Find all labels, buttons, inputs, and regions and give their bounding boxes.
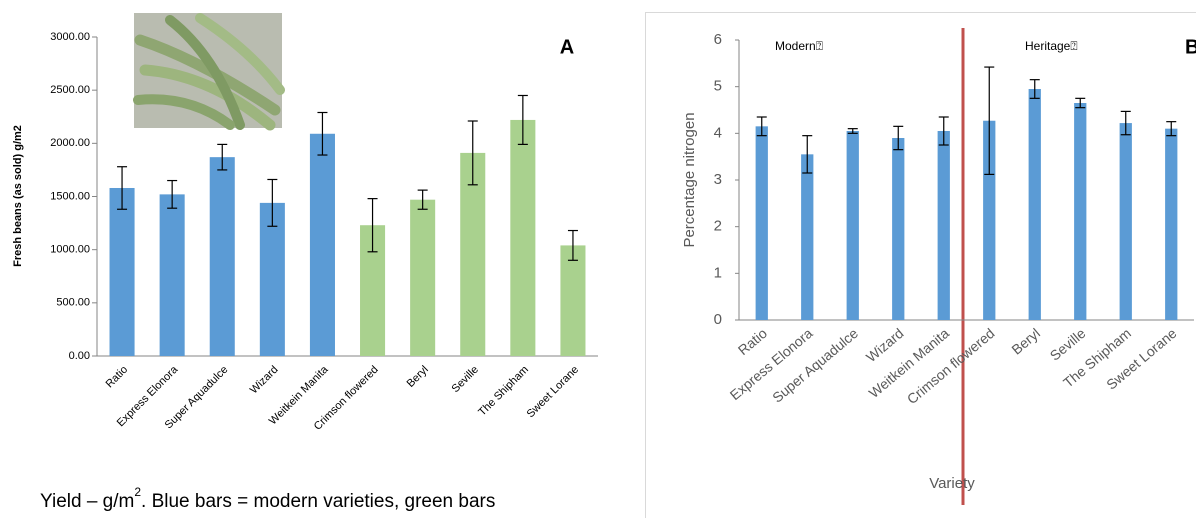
bar [801, 154, 813, 320]
y-tick-label: 0.00 [69, 350, 90, 362]
x-axis-label: Variety [929, 475, 975, 492]
y-tick-label: 500.00 [56, 297, 90, 309]
bar [756, 126, 768, 320]
annotation: Heritage⍰ [1025, 39, 1078, 53]
bar [1165, 129, 1177, 320]
y-tick-label: 2500.00 [50, 84, 90, 96]
panel-label: A [560, 36, 574, 58]
caption-text: Yield – g/m [40, 491, 134, 512]
bar [110, 188, 135, 356]
x-tick-label: Sweet Lorane [525, 364, 581, 420]
y-tick-label: 2000.00 [50, 137, 90, 149]
bar [1074, 103, 1086, 320]
bar [560, 245, 585, 356]
panel-frame [646, 13, 1196, 519]
caption-text: . Blue bars = modern varieties, green ba… [141, 491, 495, 512]
y-tick-label: 5 [714, 78, 722, 95]
bar [510, 120, 535, 356]
bar [1120, 123, 1132, 320]
bar [938, 131, 950, 320]
bar [847, 131, 859, 320]
photo [134, 13, 282, 128]
y-tick-label: 3 [714, 171, 722, 188]
y-tick-label: 1500.00 [50, 190, 90, 202]
y-tick-label: 1000.00 [50, 244, 90, 256]
x-tick-label: Seville [1047, 325, 1089, 364]
y-axis-label: Fresh beans (as sold) g/m2 [12, 125, 24, 267]
panel-label: B [1185, 36, 1196, 58]
y-tick-label: 0 [714, 311, 722, 328]
y-tick-label: 3000.00 [50, 31, 90, 43]
x-tick-label: Ratio [104, 364, 131, 391]
x-tick-label: Ratio [735, 325, 770, 358]
bar [160, 194, 185, 356]
x-tick-label: Wizard [248, 364, 281, 397]
bar [210, 157, 235, 356]
y-tick-label: 6 [714, 31, 722, 48]
bar [310, 134, 335, 356]
bar [892, 138, 904, 320]
y-tick-label: 4 [714, 124, 722, 141]
y-axis-label: Percentage nitrogen [681, 112, 698, 247]
y-tick-label: 1 [714, 264, 722, 281]
y-tick-label: 2 [714, 218, 722, 235]
bar [1029, 89, 1041, 320]
x-tick-label: Beryl [1008, 325, 1043, 358]
x-tick-label: The Shipham [476, 364, 531, 419]
annotation: Modern⍰ [775, 39, 823, 53]
x-tick-label: Beryl [405, 364, 431, 390]
bar [410, 200, 435, 356]
caption: Yield – g/m2. Blue bars = modern varieti… [40, 485, 495, 512]
x-tick-label: Seville [450, 364, 481, 395]
